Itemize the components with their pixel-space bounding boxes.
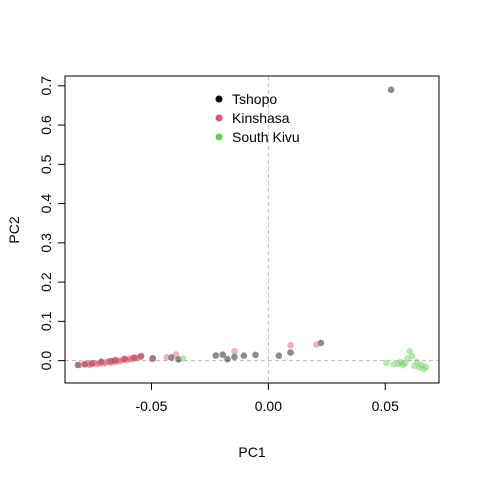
- point-tshopo: [212, 352, 220, 359]
- point-kinshasa: [104, 358, 112, 365]
- point-kinshasa: [312, 341, 320, 348]
- point-kinshasa: [97, 358, 105, 366]
- legend: Tshopo Kinshasa South Kivu: [215, 91, 300, 145]
- point-kinshasa: [231, 347, 238, 355]
- x-tick-label: 0.00: [255, 398, 282, 414]
- data-points: [74, 86, 430, 373]
- point-tshopo: [219, 351, 227, 359]
- point-south-kivu: [383, 359, 390, 367]
- point-kinshasa: [118, 356, 126, 364]
- point-tshopo: [175, 356, 182, 363]
- point-kinshasa: [76, 361, 84, 369]
- point-tshopo: [81, 360, 89, 368]
- point-kinshasa: [137, 352, 145, 360]
- legend-label-tshopo: Tshopo: [232, 91, 277, 107]
- point-south-kivu: [397, 358, 404, 366]
- point-tshopo: [287, 349, 294, 356]
- legend-marker-kinshasa: [215, 114, 223, 122]
- point-kinshasa: [83, 360, 91, 367]
- point-kinshasa: [102, 359, 110, 366]
- point-kinshasa: [149, 355, 156, 363]
- point-tshopo: [240, 352, 248, 360]
- point-kinshasa: [287, 342, 294, 349]
- reference-lines: [65, 76, 439, 383]
- point-kinshasa: [116, 358, 124, 365]
- point-kinshasa: [123, 357, 131, 364]
- x-tick-label: -0.05: [136, 398, 168, 414]
- point-tshopo: [275, 352, 283, 360]
- legend-label-kinshasa: Kinshasa: [232, 110, 290, 126]
- point-tshopo: [224, 355, 231, 363]
- point-tshopo: [231, 353, 238, 361]
- legend-marker-south-kivu: [215, 133, 223, 141]
- point-south-kivu: [415, 364, 423, 371]
- point-kinshasa: [163, 353, 170, 361]
- point-tshopo: [88, 360, 96, 367]
- point-tshopo: [387, 86, 395, 94]
- y-tick-label: 0.6: [38, 115, 54, 135]
- y-tick-label: 0.0: [38, 351, 54, 371]
- point-tshopo: [74, 361, 82, 369]
- y-tick-label: 0.2: [38, 272, 54, 292]
- point-south-kivu: [413, 358, 421, 366]
- point-kinshasa: [86, 361, 93, 369]
- point-kinshasa: [128, 355, 135, 363]
- y-tick-label: 0.7: [38, 76, 54, 96]
- point-kinshasa: [121, 355, 128, 363]
- point-kinshasa: [132, 354, 140, 362]
- point-kinshasa: [125, 355, 133, 362]
- point-tshopo: [111, 356, 119, 364]
- y-tick-label: 0.5: [38, 154, 54, 174]
- point-tshopo: [252, 351, 259, 359]
- point-south-kivu: [420, 365, 428, 373]
- x-tick-label: 0.05: [372, 398, 399, 414]
- point-south-kivu: [408, 352, 416, 360]
- point-tshopo: [121, 355, 128, 363]
- y-axis: 0.0 0.1 0.2 0.3 0.4 0.5 0.6 0.7: [38, 76, 66, 371]
- point-kinshasa: [135, 354, 142, 361]
- point-kinshasa: [90, 359, 98, 367]
- point-tshopo: [137, 353, 145, 360]
- y-tick-label: 0.1: [38, 311, 54, 331]
- point-tshopo: [97, 358, 105, 366]
- point-tshopo: [168, 354, 175, 361]
- point-tshopo: [130, 354, 138, 362]
- point-kinshasa: [114, 357, 121, 364]
- point-kinshasa: [88, 360, 96, 368]
- point-south-kivu: [179, 355, 187, 362]
- point-south-kivu: [390, 360, 397, 368]
- point-kinshasa: [130, 353, 138, 361]
- y-axis-label: PC2: [6, 216, 22, 243]
- point-kinshasa: [111, 358, 119, 366]
- point-south-kivu: [418, 361, 425, 369]
- point-south-kivu: [394, 360, 402, 368]
- legend-marker-tshopo: [215, 95, 223, 103]
- point-tshopo: [107, 357, 114, 365]
- point-south-kivu: [404, 355, 411, 362]
- x-axis: -0.05 0.00 0.05: [136, 382, 399, 414]
- point-kinshasa: [109, 357, 117, 365]
- x-axis-label: PC1: [238, 444, 265, 460]
- point-south-kivu: [406, 347, 414, 355]
- point-south-kivu: [422, 363, 430, 371]
- point-kinshasa: [100, 360, 107, 367]
- point-south-kivu: [401, 360, 409, 367]
- y-tick-label: 0.3: [38, 233, 54, 253]
- point-kinshasa: [93, 361, 100, 368]
- point-tshopo: [317, 339, 325, 347]
- point-kinshasa: [107, 359, 114, 367]
- point-tshopo: [149, 354, 156, 362]
- point-kinshasa: [95, 360, 103, 367]
- legend-label-south-kivu: South Kivu: [232, 129, 300, 145]
- point-kinshasa: [81, 360, 89, 368]
- point-south-kivu: [411, 362, 418, 370]
- point-south-kivu: [399, 361, 407, 369]
- y-tick-label: 0.4: [38, 194, 54, 214]
- point-kinshasa: [172, 351, 180, 358]
